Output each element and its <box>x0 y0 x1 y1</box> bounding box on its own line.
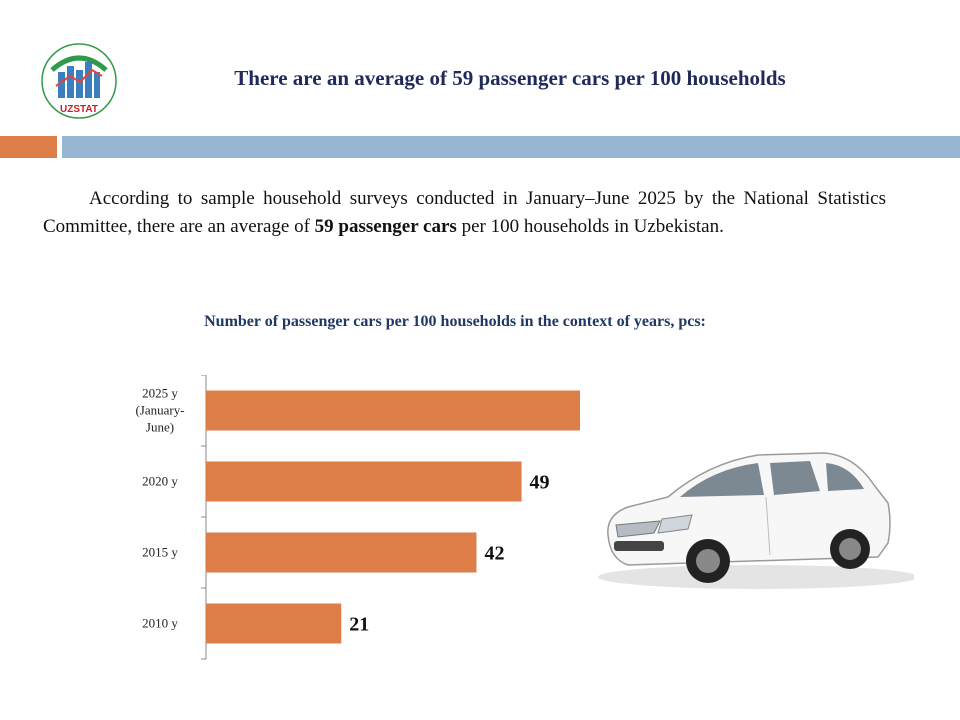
logo-text: UZSTAT <box>60 104 98 115</box>
bar <box>206 603 342 644</box>
category-label: 2015 y <box>142 545 178 560</box>
bar <box>206 532 477 573</box>
intro-text-start: According to sample household surveys co… <box>43 188 886 237</box>
data-label: 21 <box>349 614 369 636</box>
bar <box>206 461 522 502</box>
intro-text-end: per 100 households in Uzbekistan. <box>456 216 724 237</box>
category-label: 2010 y <box>142 616 178 631</box>
category-label: 2025 y (January-June) <box>135 386 184 435</box>
intro-paragraph: According to sample household surveys co… <box>43 185 886 241</box>
car-image <box>598 452 914 589</box>
header-band <box>62 136 960 158</box>
category-label: 2020 y <box>142 474 178 489</box>
data-label: 49 <box>530 472 550 494</box>
data-label: 42 <box>484 543 504 565</box>
intro-highlight: 59 passenger cars <box>314 216 457 237</box>
chart-title: Number of passenger cars per 100 househo… <box>204 313 706 330</box>
bar <box>206 390 580 431</box>
uzstat-logo: UZSTAT <box>41 43 117 119</box>
header-band-accent <box>0 136 57 158</box>
page-title: There are an average of 59 passenger car… <box>234 66 786 90</box>
